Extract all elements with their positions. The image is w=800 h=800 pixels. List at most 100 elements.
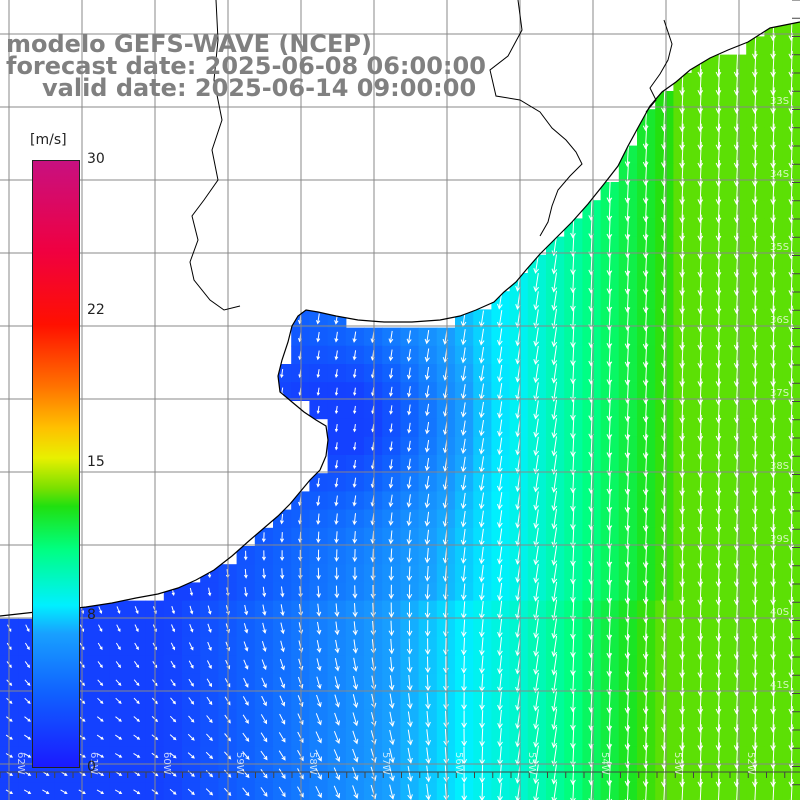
latitude-label: 41S [770,680,789,691]
wind-arrow [352,657,358,672]
wind-arrow [551,472,558,493]
wind-arrow [770,396,776,424]
wind-arrow [733,396,740,424]
wind-arrow [187,752,195,759]
wind-arrow [570,635,576,658]
wind-arrow [661,160,667,187]
wind-arrow [133,679,140,687]
wind-arrow [788,778,794,800]
wind-arrow [642,433,649,459]
wind-arrow [733,160,740,187]
longitude-label: 52W [745,752,756,775]
wind-arrow [679,451,685,478]
wind-arrow [752,451,758,478]
wind-arrow [370,602,376,618]
wind-arrow [406,548,413,564]
wind-arrow [624,761,631,787]
wind-arrow [697,69,704,96]
wind-arrow [551,599,558,621]
wind-arrow [733,633,740,660]
wind-arrow [788,505,795,533]
wind-arrow [606,416,613,440]
wind-arrow [679,342,685,369]
wind-arrow [752,305,758,333]
wind-arrow [551,490,558,512]
wind-arrow [752,578,758,606]
wind-arrow [388,620,395,637]
wind-arrow [661,87,667,114]
wind-arrow [679,469,685,497]
wind-arrow [661,578,667,606]
wind-arrow [642,106,649,132]
wind-arrow [96,716,104,722]
wind-arrow [697,378,704,406]
wind-arrow [533,382,539,402]
wind-arrow [697,487,704,515]
wind-arrow [443,710,449,729]
wind-arrow [334,585,340,599]
wind-arrow [606,216,613,240]
wind-arrow [551,672,558,694]
wind-arrow [697,615,704,642]
wind-arrow [733,69,740,96]
wind-arrow [388,494,394,508]
wind-arrow [788,469,795,497]
wind-arrow [551,290,558,311]
wind-arrow [333,767,341,781]
border-line [645,19,673,113]
wind-arrow [679,196,685,224]
wind-arrow [187,733,195,741]
longitude-label: 54W [599,752,610,775]
wind-arrow [353,387,357,396]
wind-arrow [697,287,704,315]
wind-arrow [733,578,740,606]
wind-arrow [460,347,467,364]
wind-arrow [23,753,32,758]
wind-arrow [715,414,722,442]
wind-arrow [770,141,776,169]
wind-arrow [388,602,395,618]
wind-arrow [697,687,704,715]
wind-arrow [479,565,485,583]
wind-arrow [733,232,740,260]
wind-arrow [733,378,740,406]
wind-arrow [334,313,339,325]
wind-arrow [551,254,558,275]
wind-arrow [551,399,558,421]
wind-arrow [479,619,485,638]
wind-arrow [334,694,340,708]
latitude-label: 37S [770,388,789,399]
wind-arrow [242,696,249,706]
wind-arrow [478,438,485,455]
wind-arrow [679,778,685,800]
wind-arrow [770,542,776,569]
wind-arrow [280,586,285,598]
wind-arrow [352,331,357,343]
wind-arrow [551,327,558,348]
wind-arrow [115,661,122,669]
wind-arrow [770,214,776,242]
wind-arrow [642,397,649,423]
wind-arrow [752,69,758,96]
wind-arrow [334,460,339,470]
wind-arrow [697,469,704,497]
wind-arrow [679,178,685,205]
wind-arrow [642,724,649,751]
wind-arrow [624,397,631,423]
wind-arrow [697,105,704,133]
wind-arrow [424,511,431,527]
wind-arrow [460,565,467,583]
wind-arrow [206,660,212,670]
wind-arrow [642,324,649,350]
wind-arrow [25,624,30,633]
wind-arrow [679,578,685,606]
wind-arrow [479,637,485,656]
wind-arrow [133,789,141,795]
wind-arrow [715,505,722,533]
colorbar-tick: 8 [87,607,96,623]
latitude-label: 38S [770,461,789,472]
wind-arrow [406,530,412,545]
wind-arrow [424,493,430,509]
wind-arrow [624,434,631,459]
wind-arrow [697,633,704,660]
